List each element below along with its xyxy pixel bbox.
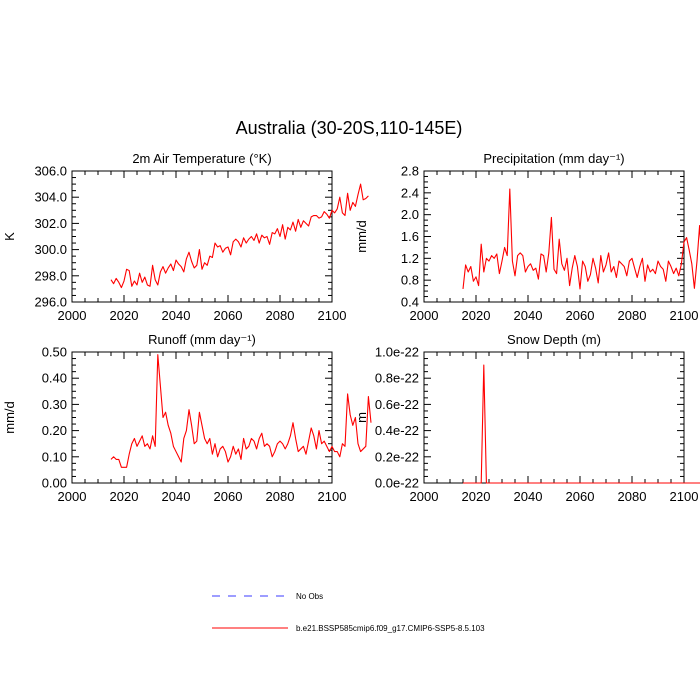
x-tick-label: 2080 [266, 308, 295, 323]
x-tick-label: 2020 [110, 308, 139, 323]
y-tick-label: 2.0 [401, 207, 419, 222]
panels: 2m Air Temperature (°K) 2000 2020 2040 2060 2… [2, 151, 700, 504]
x-tick-label: 2040 [514, 489, 543, 504]
y-tick-label: 0.4e-22 [375, 423, 419, 438]
x-tick-label: 2020 [462, 308, 491, 323]
y-tick-label: 1.6 [401, 229, 419, 244]
y-tick-label: 296.0 [34, 295, 67, 310]
series-line [110, 354, 372, 468]
legend-entry: No Obs [212, 592, 323, 601]
legend-entry: b.e21.BSSP585cmip6.f09_g17.CMIP6-SSP5-8.… [212, 624, 485, 633]
y-tick-label: 0.50 [42, 345, 67, 360]
panel-snow-depth: Snow Depth (m) 2000 2020 2040 2060 2080 2100 0.… [354, 332, 700, 504]
panel-title: 2m Air Temperature (°K) [132, 151, 271, 166]
series-line [462, 188, 700, 290]
y-tick-label: 306.0 [34, 164, 67, 179]
panel-title: Runoff (mm day⁻¹) [148, 332, 256, 347]
x-tick-label: 2080 [618, 489, 647, 504]
legend: No Obs b.e21.BSSP585cmip6.f09_g17.CMIP6-S… [212, 592, 485, 633]
x-tick-label: 2000 [58, 489, 87, 504]
x-tick-label: 2020 [110, 489, 139, 504]
y-tick-label: 1.2 [401, 251, 419, 266]
plot-frame [71, 170, 333, 303]
y-axis-label: mm/d [354, 220, 369, 253]
plot-frame [423, 351, 685, 484]
y-axis-label: K [2, 232, 17, 241]
y-tick-label: 0.40 [42, 371, 67, 386]
x-tick-label: 2100 [318, 489, 347, 504]
series-line [463, 364, 700, 484]
x-tick-label: 2060 [214, 489, 243, 504]
y-tick-label: 298.0 [34, 268, 67, 283]
x-tick-label: 2040 [514, 308, 543, 323]
y-axis-label: m [354, 412, 369, 423]
x-tick-label: 2000 [410, 489, 439, 504]
panel-precipitation: Precipitation (mm day⁻¹) 2000 2020 2040 2060… [354, 151, 700, 323]
panel-runoff: Runoff (mm day⁻¹) 2000 2020 2040 2060 2080 210… [2, 332, 372, 504]
y-tick-label: 0.20 [42, 423, 67, 438]
x-tick-label: 2080 [618, 308, 647, 323]
y-axis-label: mm/d [2, 401, 17, 434]
x-tick-label: 2060 [566, 489, 595, 504]
y-tick-label: 304.0 [34, 190, 67, 205]
y-tick-label: 1.0e-22 [375, 345, 419, 360]
x-tick-label: 2000 [410, 308, 439, 323]
x-tick-label: 2080 [266, 489, 295, 504]
y-tick-label: 0.30 [42, 397, 67, 412]
x-tick-label: 2060 [214, 308, 243, 323]
y-tick-label: 302.0 [34, 216, 67, 231]
y-tick-label: 0.0e-22 [375, 476, 419, 491]
y-tick-label: 2.4 [401, 185, 419, 200]
x-tick-label: 2100 [318, 308, 347, 323]
y-tick-label: 2.8 [401, 164, 419, 179]
panel-title: Snow Depth (m) [507, 332, 601, 347]
y-tick-label: 0.8 [401, 273, 419, 288]
y-tick-label: 0.10 [42, 449, 67, 464]
y-tick-label: 0.4 [401, 295, 419, 310]
plot-frame [71, 351, 333, 484]
legend-label: b.e21.BSSP585cmip6.f09_g17.CMIP6-SSP5-8.… [296, 624, 485, 633]
x-tick-label: 2040 [162, 489, 191, 504]
x-tick-label: 2020 [462, 489, 491, 504]
legend-label: No Obs [296, 592, 323, 601]
y-tick-label: 0.00 [42, 476, 67, 491]
x-tick-label: 2100 [670, 489, 699, 504]
y-tick-label: 0.8e-22 [375, 371, 419, 386]
y-tick-label: 0.6e-22 [375, 397, 419, 412]
panel-temperature: 2m Air Temperature (°K) 2000 2020 2040 2060 2… [2, 151, 369, 323]
y-tick-label: 300.0 [34, 242, 67, 257]
y-tick-label: 0.2e-22 [375, 449, 419, 464]
x-tick-label: 2100 [670, 308, 699, 323]
figure-title: Australia (30-20S,110-145E) [236, 118, 463, 138]
panel-title: Precipitation (mm day⁻¹) [483, 151, 624, 166]
series-line [110, 183, 369, 289]
x-tick-label: 2060 [566, 308, 595, 323]
x-tick-label: 2040 [162, 308, 191, 323]
plot-frame [423, 170, 685, 303]
x-tick-label: 2000 [58, 308, 87, 323]
